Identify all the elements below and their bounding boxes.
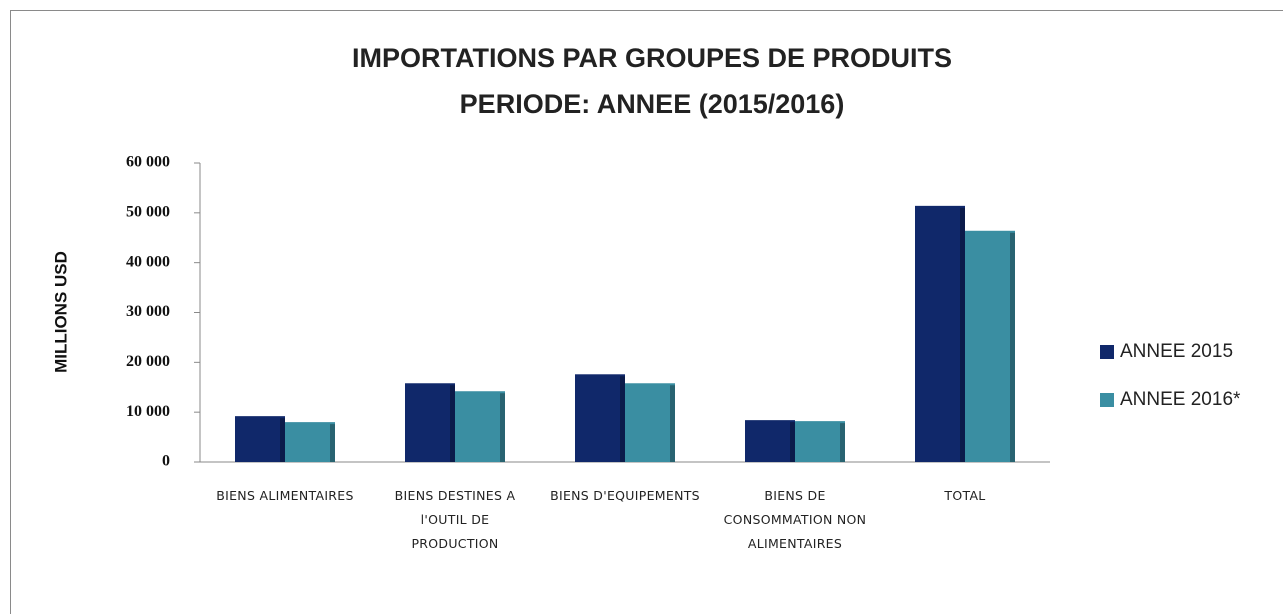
bar-side — [500, 393, 505, 462]
bar — [575, 374, 625, 462]
bar — [455, 391, 505, 462]
legend-label: ANNEE 2015 — [1120, 341, 1233, 362]
bar-side — [330, 424, 335, 462]
bar — [285, 422, 335, 462]
bar-side — [840, 423, 845, 462]
y-tick-label: 50 000 — [126, 204, 170, 221]
bar-side — [1010, 232, 1015, 462]
bar-side — [670, 385, 675, 462]
y-tick-label: 60 000 — [126, 154, 170, 171]
bar-side — [960, 207, 965, 462]
chart-title: IMPORTATIONS PAR GROUPES DE PRODUITS — [352, 43, 952, 73]
x-tick-label: TOTAL — [944, 488, 986, 503]
bar-side — [620, 376, 625, 462]
x-tick-label: BIENS DESTINES A l'OUTIL DE PRODUCTION — [394, 488, 516, 551]
legend-swatch — [1100, 345, 1114, 359]
bar — [745, 420, 795, 462]
legend-label: ANNEE 2016* — [1120, 389, 1241, 410]
y-tick-label: 20 000 — [126, 353, 170, 370]
y-tick-label: 30 000 — [126, 303, 170, 320]
x-tick-label: BIENS ALIMENTAIRES — [216, 488, 354, 503]
y-tick-label: 10 000 — [126, 403, 170, 420]
bar — [405, 383, 455, 462]
bar — [965, 230, 1015, 462]
y-tick-label: 0 — [162, 453, 170, 470]
bar — [795, 421, 845, 462]
y-axis-label: MILLIONS USD — [51, 251, 70, 373]
x-tick-label: BIENS D'EQUIPEMENTS — [550, 488, 700, 503]
legend-swatch — [1100, 393, 1114, 407]
chart-subtitle: PERIODE: ANNEE (2015/2016) — [460, 89, 845, 119]
y-tick-label: 40 000 — [126, 253, 170, 270]
x-tick-label: BIENS DE CONSOMMATION NON ALIMENTAIRES — [723, 488, 867, 551]
bar — [235, 416, 285, 462]
bar — [625, 383, 675, 462]
bar — [915, 205, 965, 462]
bar-side — [280, 418, 285, 462]
bar-side — [450, 385, 455, 462]
bar-side — [790, 422, 795, 462]
chart-frame — [10, 10, 1283, 614]
